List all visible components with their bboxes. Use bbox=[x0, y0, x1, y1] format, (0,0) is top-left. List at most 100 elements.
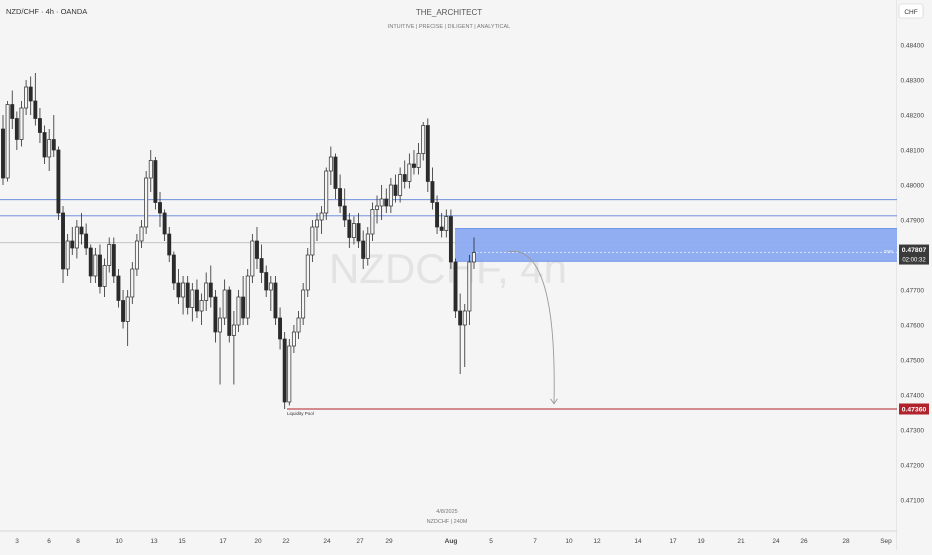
candle-body-up bbox=[5, 104, 10, 179]
projection-arrow bbox=[507, 250, 555, 404]
overlay-layer bbox=[507, 250, 558, 405]
candle-body-up bbox=[93, 254, 98, 277]
header-title: THE_ARCHITECT bbox=[416, 8, 482, 17]
time-tick-label: Aug bbox=[445, 538, 458, 545]
candle-body-up bbox=[328, 156, 333, 172]
candle-body-up bbox=[125, 296, 130, 322]
candle-body-down bbox=[153, 160, 158, 203]
liquidity-price-label: 0.47360 bbox=[902, 406, 927, 413]
time-tick-label: 7 bbox=[533, 538, 537, 545]
price-tick-label: 0.47200 bbox=[901, 463, 925, 470]
candle-body-down bbox=[121, 300, 126, 322]
candle-body-down bbox=[255, 240, 259, 259]
candle-body-up bbox=[130, 268, 135, 298]
candle-body-up bbox=[268, 282, 273, 291]
candle-body-up bbox=[416, 153, 421, 168]
price-tick-label: 0.47400 bbox=[901, 393, 925, 400]
candle-body-up bbox=[379, 198, 384, 207]
candle-body-up bbox=[291, 331, 296, 347]
candle-body-up bbox=[301, 289, 306, 319]
candle-body-up bbox=[296, 317, 301, 333]
candle-body-down bbox=[282, 338, 287, 403]
candle-body-down bbox=[439, 226, 444, 231]
time-tick-label: 27 bbox=[356, 538, 364, 545]
price-tick-label: 0.47300 bbox=[901, 428, 925, 435]
candle-body-up bbox=[144, 177, 149, 228]
price-tick-label: 0.48300 bbox=[901, 78, 925, 85]
candle-body-up bbox=[250, 240, 255, 277]
candle-body-down bbox=[412, 163, 416, 168]
price-tick-label: 0.48000 bbox=[901, 183, 925, 190]
header-subtitle: INTUITIVE | PRECISE | DILIGENT | ANALYTI… bbox=[388, 24, 510, 30]
price-tick-label: 0.47500 bbox=[901, 358, 925, 365]
time-tick-label: 10 bbox=[565, 538, 573, 545]
candle-body-down bbox=[116, 275, 121, 301]
countdown-label: 02:00:32 bbox=[902, 258, 926, 264]
candle-body-up bbox=[236, 296, 241, 326]
price-tick-label: 0.48100 bbox=[901, 148, 925, 155]
candle-body-down bbox=[259, 258, 264, 273]
zone-label: 6580 bbox=[884, 249, 894, 254]
time-tick-label: 24 bbox=[772, 538, 780, 545]
candle-body-up bbox=[319, 212, 324, 221]
candle-body-up bbox=[218, 317, 222, 333]
candle-body-down bbox=[162, 212, 167, 235]
time-tick-label: 19 bbox=[697, 538, 705, 545]
time-tick-label: 17 bbox=[219, 538, 227, 545]
candle-body-down bbox=[194, 289, 199, 312]
candle-body-up bbox=[65, 240, 70, 270]
candle-body-up bbox=[74, 226, 79, 249]
candle-body-up bbox=[375, 205, 379, 210]
candle-body-down bbox=[84, 233, 89, 249]
candle-body-down bbox=[393, 184, 398, 196]
time-tick-label: 20 bbox=[254, 538, 262, 545]
candle-body-down bbox=[167, 233, 172, 256]
candle-body-up bbox=[222, 289, 227, 319]
time-tick-labels: 3 6 8 10 13 15 17 20 22 24 27 29 Aug 5 7 10 12 14 17 19 21 24… bbox=[15, 538, 892, 545]
candle-body-down bbox=[185, 282, 190, 308]
candle-body-down bbox=[28, 86, 33, 102]
candle-body-up bbox=[19, 107, 24, 140]
candle-body-up bbox=[231, 324, 236, 336]
currency-button[interactable] bbox=[898, 3, 924, 19]
time-tick-label: 29 bbox=[385, 538, 393, 545]
candle-body-up bbox=[102, 265, 107, 287]
candle-body-down bbox=[213, 296, 218, 333]
candle-body-up bbox=[421, 125, 426, 154]
candle-body-up bbox=[287, 345, 292, 403]
candle-body-down bbox=[356, 223, 361, 242]
time-tick-label: 17 bbox=[669, 538, 677, 545]
candle-body-down bbox=[342, 205, 347, 221]
candle-body-up bbox=[462, 310, 467, 326]
candle-body-down bbox=[88, 247, 93, 277]
symbol-label[interactable]: NZD/CHF · 4h · OANDA bbox=[6, 7, 87, 16]
candle-body-down bbox=[273, 282, 278, 319]
candle-body-up bbox=[388, 184, 393, 207]
candle-body-up bbox=[407, 163, 412, 182]
time-tick-label: 10 bbox=[115, 538, 123, 545]
candle-body-up bbox=[199, 300, 204, 312]
time-tick-label: 13 bbox=[150, 538, 158, 545]
time-tick-label: 14 bbox=[634, 538, 642, 545]
candle-body-down bbox=[338, 188, 343, 207]
price-axis[interactable] bbox=[897, 0, 932, 550]
candle-body-up bbox=[190, 289, 195, 308]
candle-body-up bbox=[315, 219, 319, 228]
candle-body-down bbox=[37, 118, 42, 133]
candle-body-up bbox=[365, 233, 370, 259]
candle-body-down bbox=[227, 289, 232, 336]
liquidity-pool-label: Liquidity Pool bbox=[287, 411, 314, 416]
candle-body-up bbox=[310, 226, 315, 256]
candle-body-up bbox=[324, 170, 329, 214]
candle-body-up bbox=[134, 240, 139, 270]
candle-body-down bbox=[384, 198, 389, 207]
candle-body-down bbox=[361, 240, 366, 259]
footer-symbol: NZDCHF | 240M bbox=[427, 519, 468, 525]
time-tick-label: 22 bbox=[282, 538, 290, 545]
candle-body-up bbox=[467, 261, 472, 312]
time-tick-label: 5 bbox=[489, 538, 493, 545]
time-tick-label: 12 bbox=[593, 538, 601, 545]
